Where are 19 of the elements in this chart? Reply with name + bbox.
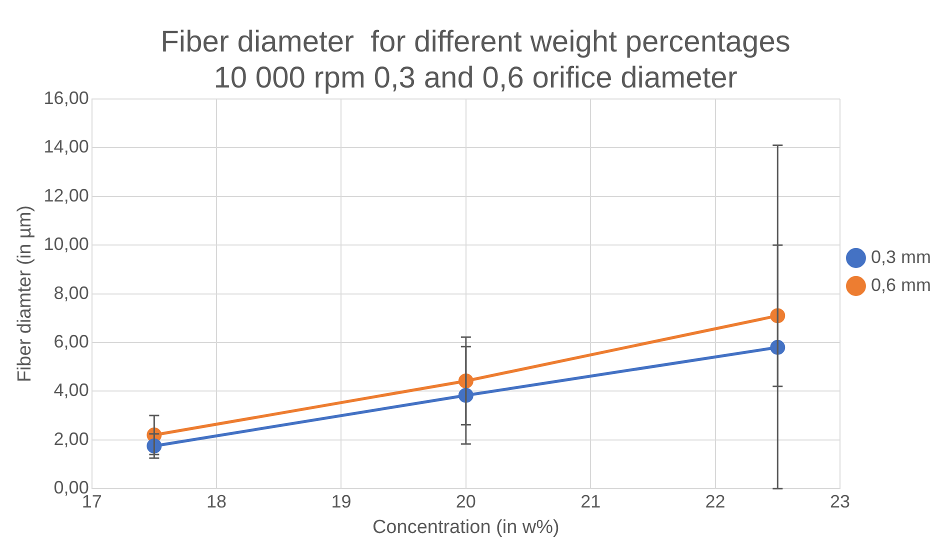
x-tick-label: 19 (331, 491, 352, 512)
legend-label: 0,3 mm (870, 246, 932, 267)
y-tick-label: 8,00 (54, 282, 89, 303)
y-tick-label: 10,00 (44, 234, 89, 254)
y-tick-label: 6,00 (54, 331, 89, 352)
y-tick-label: 12,00 (44, 185, 89, 206)
y-tick-label: 14,00 (44, 136, 89, 157)
x-tick-label: 21 (580, 491, 601, 512)
x-tick-label: 18 (206, 491, 227, 512)
y-tick-label: 2,00 (54, 428, 89, 449)
x-axis-title: Concentration (in w%) (372, 516, 560, 538)
legend-label: 0,6 mm (870, 274, 932, 295)
chart-title: Fiber diameter for different weight percentages 10 000 rpm 0,3 and 0,6 orifice diameter (160, 25, 790, 94)
y-tick-label: 16,00 (44, 88, 89, 108)
x-tick-label: 20 (456, 491, 476, 512)
y-axis-title: Fiber diamter (in µm) (14, 205, 36, 382)
y-tick-label: 4,00 (54, 380, 89, 400)
x-tick-label: 23 (830, 491, 850, 512)
x-tick-label: 22 (705, 491, 726, 512)
